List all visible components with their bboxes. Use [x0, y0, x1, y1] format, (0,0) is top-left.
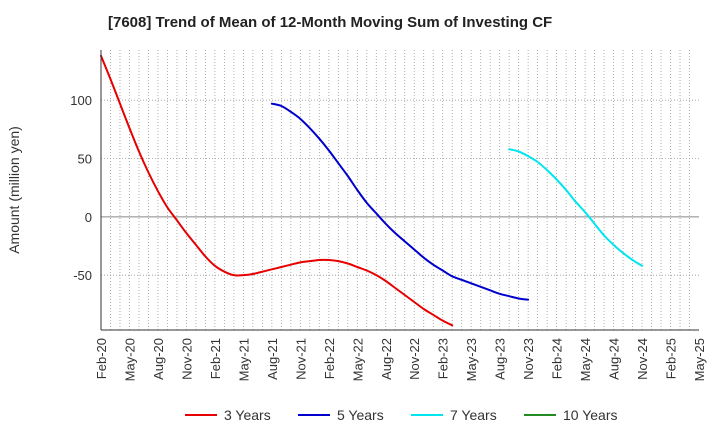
- x-tick-label: Nov-24: [635, 338, 650, 380]
- x-tick-label: Feb-25: [664, 338, 679, 379]
- plot-background: [101, 50, 699, 330]
- series-line-7-years: [508, 148, 644, 267]
- series-group: [100, 54, 644, 327]
- x-tick-label: Feb-24: [550, 338, 565, 379]
- y-tick-label: 50: [78, 152, 92, 167]
- plot-area: [100, 50, 699, 331]
- series-line-3-years: [100, 54, 454, 327]
- x-tick-label: Aug-22: [379, 338, 394, 380]
- x-tick-label: May-24: [578, 338, 593, 381]
- legend-label: 7 Years: [450, 407, 497, 423]
- y-axis-label: Amount (million yen): [6, 126, 22, 254]
- x-tick-label: Nov-23: [521, 338, 536, 380]
- legend: 3 Years 5 Years 7 Years 10 Years: [185, 407, 618, 423]
- legend-label: 3 Years: [224, 407, 271, 423]
- y-tick-labels: 100 50 0 -50: [70, 93, 92, 283]
- series-line-5-years: [270, 102, 530, 301]
- x-tick-label: Aug-23: [493, 338, 508, 380]
- grid: [101, 50, 699, 330]
- x-tick-label: Aug-21: [265, 338, 280, 380]
- x-tick-label: Aug-20: [151, 338, 166, 380]
- x-tick-label: May-20: [122, 338, 137, 381]
- legend-label: 5 Years: [337, 407, 384, 423]
- x-tick-label: Aug-24: [607, 338, 622, 380]
- y-tick-label: 0: [85, 210, 92, 225]
- x-tick-labels: Feb-20 May-20 Aug-20 Nov-20 Feb-21 May-21 Aug-…: [94, 338, 707, 381]
- x-tick-label: Feb-20: [94, 338, 109, 379]
- x-tick-label: Feb-23: [436, 338, 451, 379]
- y-tick-label: 100: [70, 93, 92, 108]
- x-tick-label: Nov-21: [293, 338, 308, 380]
- x-tick-label: Nov-22: [407, 338, 422, 380]
- chart-title: [7608] Trend of Mean of 12-Month Moving …: [108, 14, 553, 31]
- x-tick-label: May-22: [350, 338, 365, 381]
- x-tick-label: May-23: [464, 338, 479, 381]
- y-tick-label: -50: [73, 268, 92, 283]
- x-tick-label: Feb-21: [208, 338, 223, 379]
- x-tick-label: Nov-20: [179, 338, 194, 380]
- x-tick-label: May-25: [692, 338, 707, 381]
- x-tick-label: May-21: [236, 338, 251, 381]
- legend-label: 10 Years: [563, 407, 618, 423]
- x-tick-label: Feb-22: [322, 338, 337, 379]
